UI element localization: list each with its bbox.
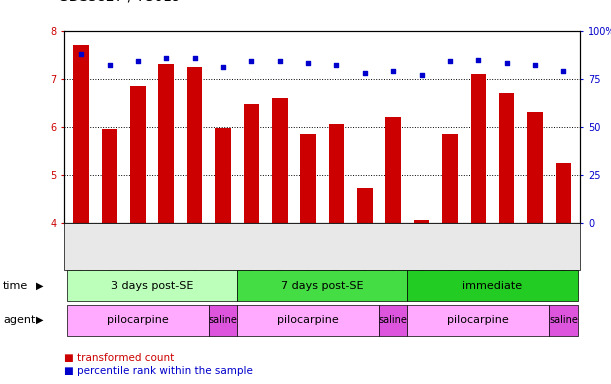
Text: ▶: ▶: [36, 315, 43, 325]
Point: [76, 51, 86, 57]
Point: [445, 58, 455, 65]
Bar: [527, 113, 543, 223]
Bar: [215, 127, 231, 223]
Text: 7 days post-SE: 7 days post-SE: [281, 281, 364, 291]
Point: [161, 55, 171, 61]
Point: [275, 58, 285, 65]
Bar: [414, 220, 430, 223]
Bar: [102, 129, 117, 223]
Bar: [130, 86, 145, 223]
Point: [558, 68, 568, 74]
Text: agent: agent: [3, 315, 35, 325]
Bar: [555, 163, 571, 223]
Text: pilocarpine: pilocarpine: [447, 315, 509, 325]
Text: pilocarpine: pilocarpine: [277, 315, 339, 325]
Point: [218, 64, 228, 70]
Bar: [244, 104, 259, 223]
Point: [389, 68, 398, 74]
Point: [502, 60, 511, 66]
Text: ■ transformed count: ■ transformed count: [64, 353, 174, 363]
Bar: [73, 45, 89, 223]
Bar: [386, 117, 401, 223]
Point: [133, 58, 143, 65]
Bar: [272, 98, 288, 223]
Bar: [158, 65, 174, 223]
Point: [360, 70, 370, 76]
Text: ■ percentile rank within the sample: ■ percentile rank within the sample: [64, 366, 253, 376]
Point: [417, 72, 426, 78]
Bar: [301, 134, 316, 223]
Text: time: time: [3, 281, 28, 291]
Bar: [499, 93, 514, 223]
Text: ▶: ▶: [36, 281, 43, 291]
Point: [530, 62, 540, 68]
Text: saline: saline: [208, 315, 238, 325]
Point: [303, 60, 313, 66]
Text: immediate: immediate: [463, 281, 522, 291]
Bar: [187, 67, 202, 223]
Point: [474, 56, 483, 63]
Point: [190, 55, 200, 61]
Text: pilocarpine: pilocarpine: [107, 315, 169, 325]
Point: [332, 62, 342, 68]
Text: saline: saline: [549, 315, 578, 325]
Text: 3 days post-SE: 3 days post-SE: [111, 281, 193, 291]
Bar: [442, 134, 458, 223]
Text: GDS3827 / 73019: GDS3827 / 73019: [58, 0, 181, 4]
Bar: [329, 124, 344, 223]
Point: [246, 58, 256, 65]
Point: [104, 62, 114, 68]
Text: saline: saline: [379, 315, 408, 325]
Bar: [357, 188, 373, 223]
Bar: [470, 74, 486, 223]
